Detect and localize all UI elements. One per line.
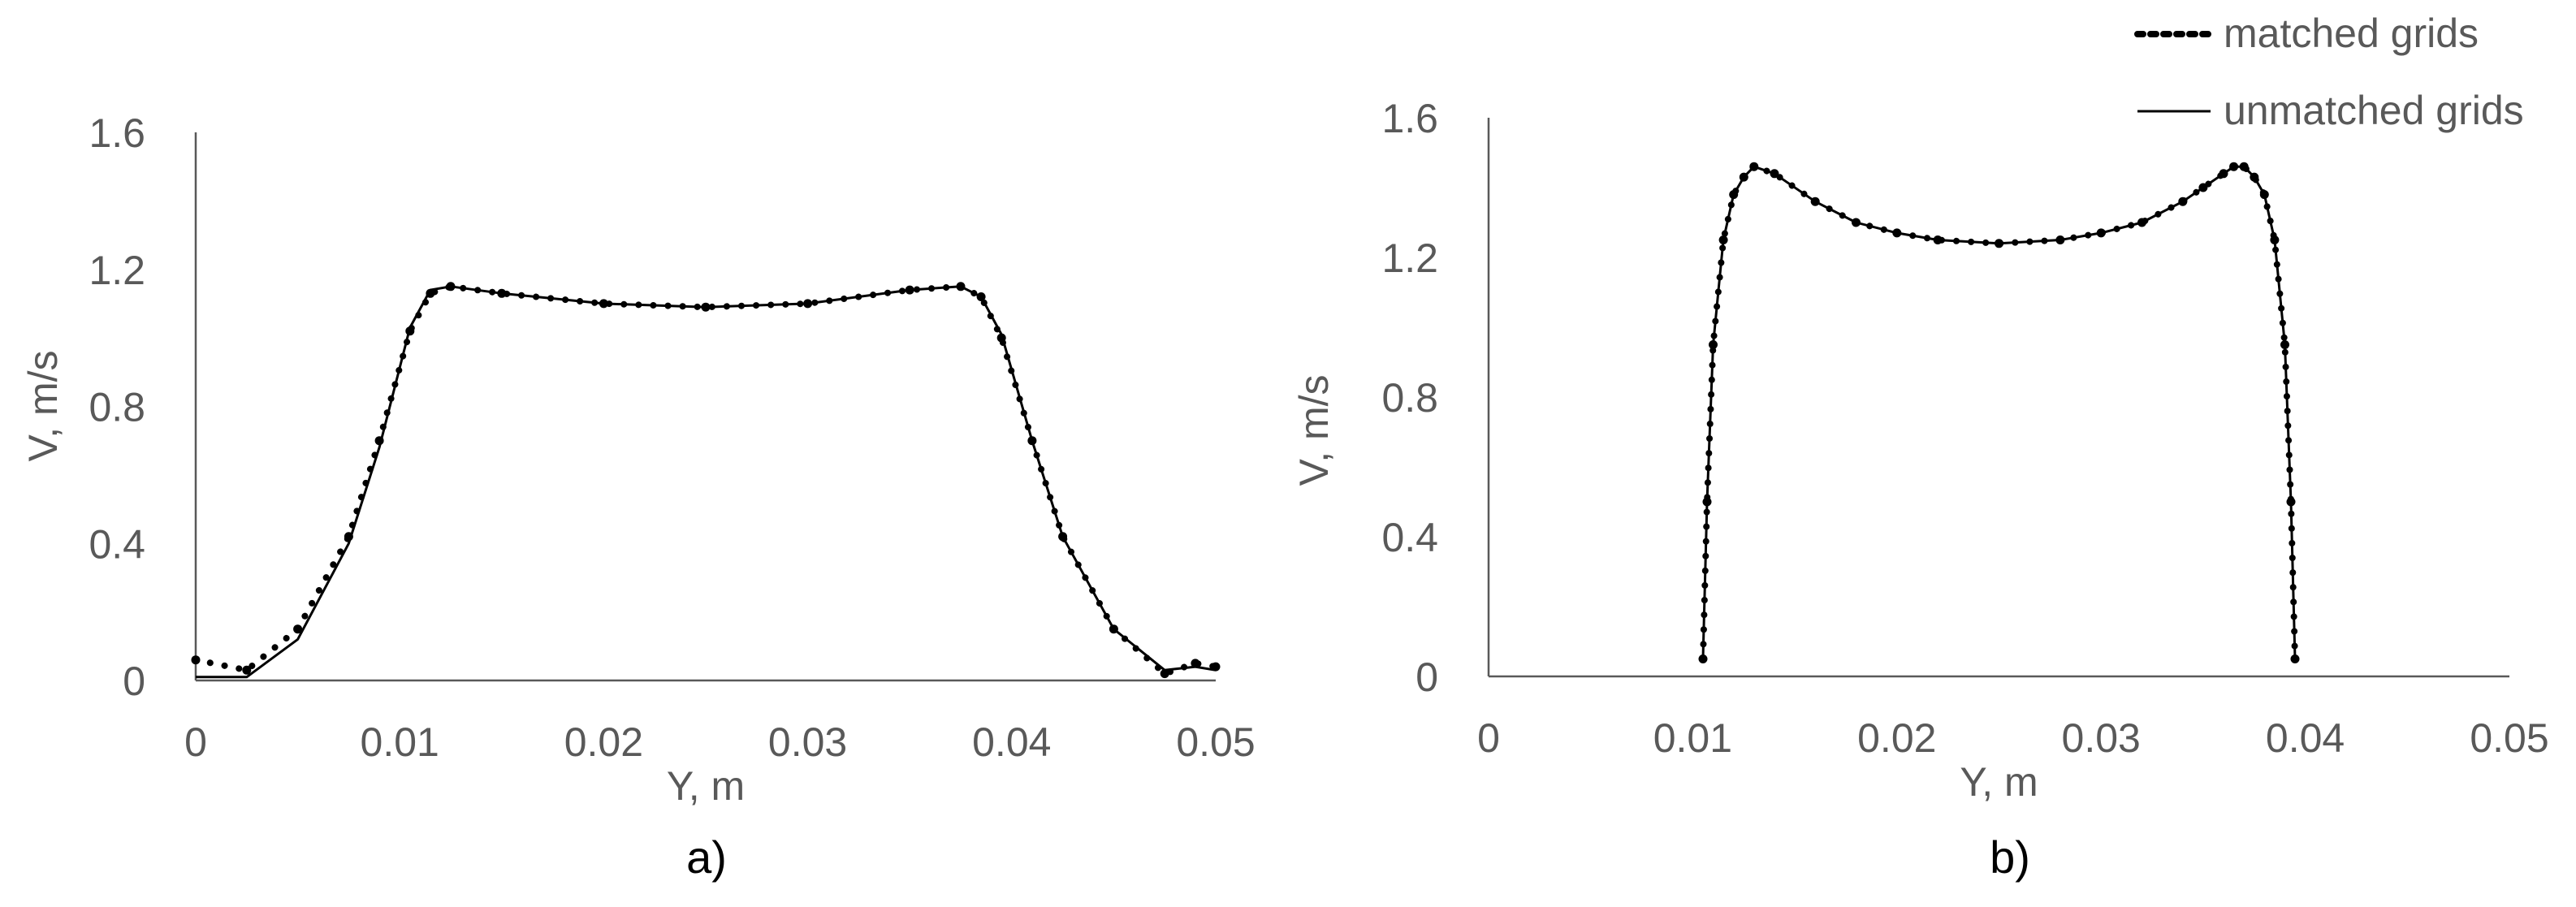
x-tick-label: 0.02 — [1857, 715, 1936, 761]
legend: matched grids unmatched grids — [2134, 11, 2524, 133]
data-point-matched — [1191, 659, 1200, 668]
series-line-matched — [192, 283, 1219, 677]
chart-panel-b: 0 0.4 0.8 1.2 1.6 0 0.01 0.02 0.03 0.04 0.05 Y, m V,… — [1291, 96, 2549, 883]
data-point-matched — [242, 665, 252, 675]
x-tick-label: 0 — [1477, 715, 1500, 761]
y-tick-label: 0.8 — [1381, 375, 1438, 421]
data-point-matched — [191, 655, 201, 665]
x-tick-label: 0.01 — [1653, 715, 1732, 761]
x-tick-label: 0.05 — [1176, 719, 1255, 765]
x-axis-label: Y, m — [1960, 759, 2038, 805]
x-tick-label: 0 — [184, 719, 207, 765]
y-axis-label: V, m/s — [20, 350, 66, 461]
x-tick-label: 0.04 — [2266, 715, 2345, 761]
legend-label-unmatched: unmatched grids — [2224, 88, 2524, 133]
panel-label: b) — [1990, 831, 2030, 883]
y-tick-label: 1.6 — [1381, 96, 1438, 141]
x-tick-label: 0.05 — [2470, 715, 2548, 761]
data-point-matched — [1160, 669, 1169, 679]
x-tick-label: 0.04 — [972, 719, 1051, 765]
y-axis-label: V, m/s — [1291, 374, 1337, 486]
x-tick-label: 0.01 — [361, 719, 439, 765]
x-tick-label: 0.03 — [2062, 715, 2141, 761]
panel-label: a) — [686, 831, 727, 883]
series-line-unmatched — [1701, 165, 2297, 659]
data-point-matched — [293, 624, 303, 634]
x-axis-label: Y, m — [667, 763, 745, 809]
chart-panel-a: 0 0.4 0.8 1.2 1.6 0 0.01 0.02 0.03 0.04 0.05 Y, m V,… — [20, 110, 1256, 883]
y-tick-label: 1.6 — [89, 110, 145, 156]
x-tick-label: 0.03 — [768, 719, 847, 765]
y-tick-label: 0.8 — [89, 385, 145, 430]
x-tick-label: 0.02 — [564, 719, 643, 765]
y-tick-label: 0.4 — [1381, 515, 1438, 560]
y-tick-label: 1.2 — [89, 248, 145, 293]
series-line-unmatched — [196, 285, 1217, 679]
y-tick-label: 1.2 — [1381, 235, 1438, 281]
y-tick-label: 0.4 — [89, 521, 145, 567]
y-tick-label: 0 — [123, 659, 145, 704]
legend-label-matched: matched grids — [2224, 11, 2479, 56]
y-tick-label: 0 — [1416, 654, 1438, 700]
